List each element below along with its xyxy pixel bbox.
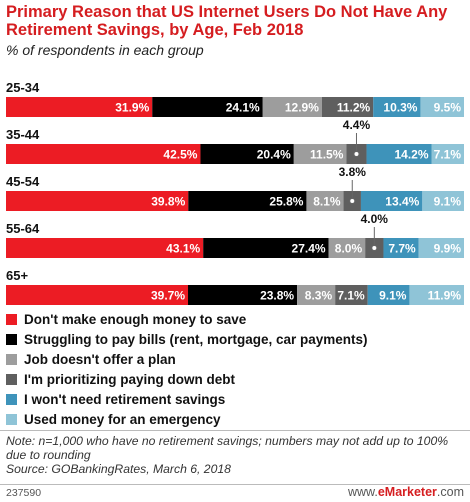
label-leader-dot	[371, 245, 378, 251]
legend-swatch	[6, 413, 17, 425]
brand-link[interactable]: www.eMarketer.com	[348, 485, 464, 499]
bar-segment	[293, 144, 347, 164]
source-text: Source: GOBankingRates, March 6, 2018	[6, 462, 231, 476]
bar-segment	[6, 285, 189, 305]
data-label: 42.5%	[163, 148, 197, 162]
legend-label: I won't need retirement savings	[24, 391, 226, 407]
legend-swatch	[6, 393, 17, 405]
footer-divider-bottom	[0, 484, 470, 485]
bar-segment	[409, 285, 464, 305]
legend-label: Job doesn't offer a plan	[24, 351, 176, 367]
data-label: 43.1%	[166, 242, 200, 256]
bar-segment	[418, 238, 464, 258]
bar-segment	[360, 191, 423, 211]
chart-subtitle: % of respondents in each group	[6, 42, 204, 58]
chart-legend: Don't make enough money to save Strugglin…	[6, 309, 368, 429]
bar-segment	[297, 285, 336, 305]
data-label-callout: 4.4%	[343, 118, 371, 132]
legend-swatch	[6, 373, 17, 385]
chart-title: Primary Reason that US Internet Users Do…	[6, 3, 448, 39]
category-label: 45-54	[6, 174, 40, 189]
bar-segment	[188, 285, 298, 305]
data-label: 39.7%	[151, 289, 185, 303]
data-label: 9.1%	[379, 289, 407, 303]
data-label: 14.2%	[394, 148, 428, 162]
data-label-callout: 4.0%	[361, 212, 389, 226]
legend-label: Used money for an emergency	[24, 411, 221, 427]
data-label: 11.9%	[428, 289, 462, 303]
category-label: 35-44	[6, 127, 40, 142]
legend-label: Struggling to pay bills (rent, mortgage,…	[24, 331, 368, 347]
chart-id: 237590	[6, 487, 42, 499]
data-label: 10.3%	[383, 101, 417, 115]
data-label: 11.5%	[310, 148, 344, 162]
bar-segment	[383, 238, 419, 258]
bar-segment	[328, 238, 366, 258]
legend-label: Don't make enough money to save	[24, 311, 247, 327]
data-label-callout: 3.8%	[339, 165, 367, 179]
bar-segment	[200, 144, 294, 164]
category-label: 25-34	[6, 80, 40, 95]
bar-segment	[373, 97, 421, 117]
label-leader-dot	[353, 151, 360, 157]
data-label: 31.9%	[115, 101, 149, 115]
bar-segment	[6, 191, 189, 211]
note-text: Note: n=1,000 who have no retirement sav…	[6, 434, 449, 462]
legend-item: Job doesn't offer a plan	[6, 349, 368, 369]
data-label: 11.2%	[337, 101, 371, 115]
data-label: 13.4%	[385, 195, 419, 209]
legend-swatch	[6, 313, 17, 325]
bar-segment	[431, 144, 464, 164]
legend-item: Don't make enough money to save	[6, 309, 368, 329]
data-label: 20.4%	[257, 148, 291, 162]
data-label: 39.8%	[151, 195, 185, 209]
bar-segment	[6, 97, 153, 117]
bar-segment	[366, 144, 432, 164]
bar-segment	[6, 238, 204, 258]
bar-segment	[335, 285, 368, 305]
category-label: 55-64	[6, 221, 40, 236]
data-label: 9.5%	[434, 101, 462, 115]
label-leader-dot	[349, 198, 356, 204]
bar-segment	[306, 191, 344, 211]
bar-segment	[367, 285, 410, 305]
legend-item: I'm prioritizing paying down debt	[6, 369, 368, 389]
data-label: 9.1%	[434, 195, 462, 209]
bar-segment	[420, 97, 464, 117]
bar-segment	[152, 97, 263, 117]
chart-notes: Note: n=1,000 who have no retirement sav…	[6, 434, 466, 476]
data-label: 9.9%	[434, 242, 462, 256]
data-label: 25.8%	[269, 195, 303, 209]
legend-swatch	[6, 333, 17, 345]
bar-segment	[188, 191, 307, 211]
data-label: 8.1%	[313, 195, 341, 209]
brand-prefix: www.	[347, 485, 378, 499]
legend-label: I'm prioritizing paying down debt	[24, 371, 235, 387]
data-label: 24.1%	[226, 101, 260, 115]
data-label: 12.9%	[285, 101, 319, 115]
bar-segment	[203, 238, 329, 258]
brand-name: eMarketer	[377, 485, 437, 499]
brand-suffix: .com	[436, 485, 464, 499]
legend-swatch	[6, 353, 17, 365]
data-label: 8.0%	[335, 242, 363, 256]
data-label: 7.1%	[434, 148, 462, 162]
data-label: 23.8%	[260, 289, 294, 303]
data-label: 7.7%	[388, 242, 416, 256]
legend-item: I won't need retirement savings	[6, 389, 368, 409]
legend-item: Used money for an emergency	[6, 409, 368, 429]
bar-segment	[321, 97, 374, 117]
footer-divider	[0, 430, 470, 431]
legend-item: Struggling to pay bills (rent, mortgage,…	[6, 329, 368, 349]
bar-segment	[262, 97, 322, 117]
category-label: 65+	[6, 268, 28, 283]
bar-segment	[422, 191, 464, 211]
data-label: 8.3%	[305, 289, 333, 303]
stacked-bar-chart: 25-34 31.9% 24.1% 12.9% 11.2% 10.3% 9.5% 35-44 4…	[6, 80, 464, 305]
data-label: 7.1%	[337, 289, 365, 303]
bar-segment	[6, 144, 201, 164]
data-label: 27.4%	[292, 242, 326, 256]
